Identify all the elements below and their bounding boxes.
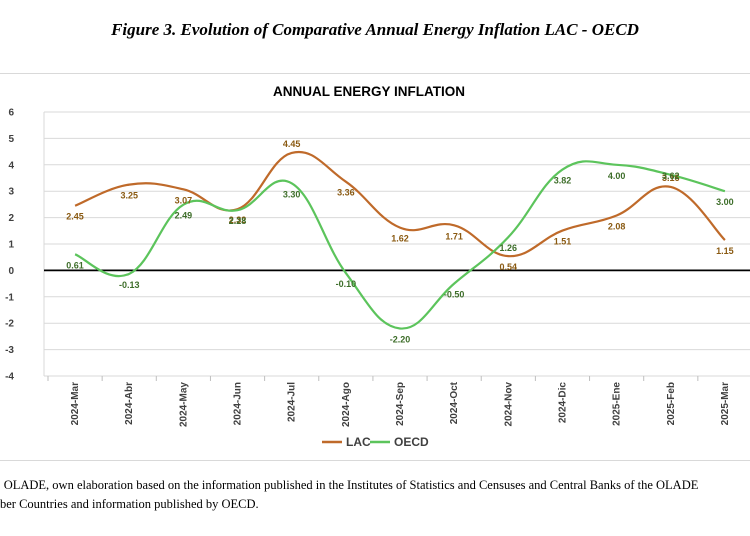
data-label-lac: 3.16 — [662, 173, 680, 183]
data-label-lac: 0.54 — [500, 262, 518, 272]
y-tick-label: 1 — [8, 240, 14, 251]
x-tick-label: 2024-Dic — [557, 382, 568, 424]
y-tick-label: -4 — [5, 372, 14, 383]
data-label-lac: 1.51 — [554, 237, 572, 247]
source-note: ce: OLADE, own elaboration based on the … — [0, 478, 699, 511]
data-label-oecd: 3.00 — [716, 197, 734, 207]
x-tick-label: 2024-Sep — [395, 382, 406, 426]
data-label-oecd: 3.62 — [662, 171, 680, 181]
x-tick-label: 2024-Abr — [124, 382, 135, 425]
legend-label-lac: LAC — [346, 435, 371, 449]
x-tick-label: 2025-Feb — [666, 382, 677, 425]
data-label-lac: 3.36 — [337, 188, 355, 198]
data-label-oecd: 3.30 — [283, 189, 301, 199]
y-tick-label: 4 — [8, 160, 14, 171]
chart-title: ANNUAL ENERGY INFLATION — [273, 84, 465, 99]
series-line-lac — [74, 150, 726, 258]
series-line-oecd — [74, 160, 726, 330]
data-label-oecd: -0.10 — [336, 279, 357, 289]
y-tick-label: 6 — [8, 108, 14, 119]
data-label-oecd: 0.61 — [66, 260, 84, 270]
x-tick-label: 2024-May — [178, 382, 189, 427]
y-tick-label: 2 — [8, 213, 14, 224]
data-label-oecd: 1.26 — [500, 243, 518, 253]
y-tick-label: 3 — [8, 187, 14, 198]
x-tick-label: 2024-Oct — [449, 381, 460, 424]
x-tick-label: 2024-Jun — [233, 382, 244, 425]
data-label-lac: 3.25 — [120, 191, 138, 201]
chart-frame — [0, 73, 750, 461]
y-tick-label: 5 — [8, 134, 14, 145]
data-label-lac: 1.62 — [391, 234, 409, 244]
data-label-oecd: 4.00 — [608, 171, 626, 181]
data-label-lac: 3.07 — [175, 195, 193, 205]
x-tick-label: 2025-Ene — [612, 382, 623, 426]
x-tick-label: 2024-Nov — [503, 382, 514, 427]
data-label-oecd: 2.49 — [175, 211, 193, 221]
x-tick-label: 2024-Jul — [287, 382, 298, 422]
data-label-lac: 1.15 — [716, 246, 734, 256]
legend-label-oecd: OECD — [394, 435, 429, 449]
data-label-oecd: -2.20 — [390, 334, 411, 344]
figure-caption: Figure 3. Evolution of Comparative Annua… — [111, 20, 639, 39]
y-tick-label: -3 — [5, 345, 14, 356]
y-tick-label: -1 — [5, 292, 14, 303]
data-label-lac: 1.71 — [445, 231, 463, 241]
data-label-oecd: -0.50 — [444, 290, 465, 300]
x-tick-label: 2024-Mar — [70, 382, 81, 425]
data-label-lac: 4.45 — [283, 139, 301, 149]
x-tick-label: 2024-Ago — [341, 382, 352, 427]
data-label-oecd: -0.13 — [119, 280, 140, 290]
data-label-lac: 2.08 — [608, 221, 626, 231]
data-label-oecd: 2.28 — [229, 216, 247, 226]
y-tick-label: 0 — [8, 266, 14, 277]
data-label-lac: 2.32 — [229, 215, 247, 225]
y-tick-label: -2 — [5, 319, 14, 330]
data-label-oecd: 3.82 — [554, 176, 572, 186]
line-chart: ANNUAL ENERGY INFLATION -4 -3 -2 -1 0 1 2 3 4 5 6 20… — [5, 84, 750, 449]
data-label-lac: 2.45 — [66, 212, 84, 222]
x-tick-label: 2025-Mar — [720, 382, 731, 425]
